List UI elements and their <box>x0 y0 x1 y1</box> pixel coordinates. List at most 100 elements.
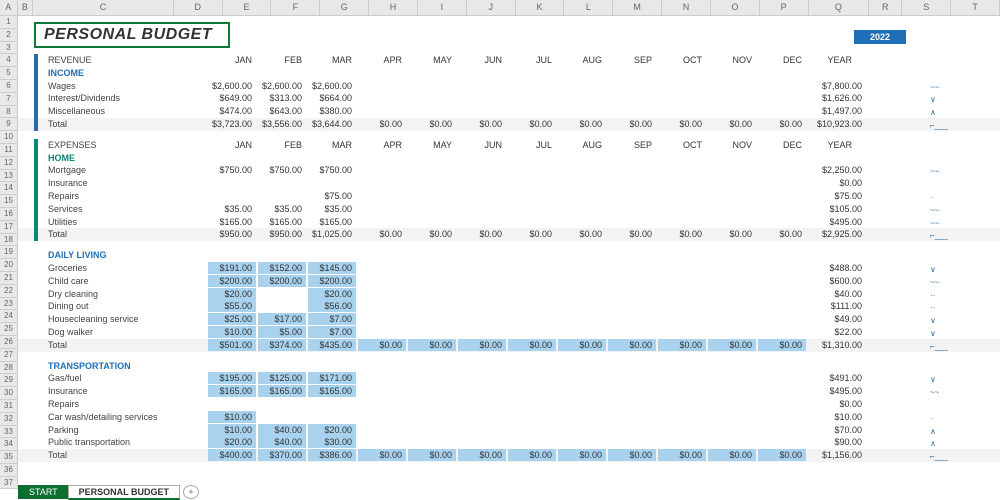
cell[interactable]: $200.00 <box>308 275 356 287</box>
row-label[interactable]: Housecleaning service <box>48 313 139 325</box>
cell[interactable]: $0.00 <box>358 228 406 240</box>
cell-year[interactable]: $2,250.00 <box>808 164 866 176</box>
cell[interactable]: $165.00 <box>258 385 306 397</box>
cell[interactable]: $2,600.00 <box>258 80 306 92</box>
add-sheet-button[interactable]: + <box>183 485 199 499</box>
cell[interactable]: $30.00 <box>308 436 356 448</box>
cell[interactable]: $200.00 <box>208 275 256 287</box>
row-header-31[interactable]: 31 <box>0 400 18 413</box>
cell-year[interactable]: $491.00 <box>808 372 866 384</box>
cell-year[interactable]: $495.00 <box>808 216 866 228</box>
cell-year[interactable]: $0.00 <box>808 398 866 410</box>
col-header-P[interactable]: P <box>760 0 809 15</box>
col-header-O[interactable]: O <box>711 0 760 15</box>
cell[interactable]: $3,723.00 <box>208 118 256 130</box>
cell-year[interactable]: $75.00 <box>808 190 866 202</box>
row-label[interactable]: Dog walker <box>48 326 93 338</box>
row-label[interactable]: Dining out <box>48 300 89 312</box>
cell[interactable]: $950.00 <box>208 228 256 240</box>
cell[interactable]: $20.00 <box>308 424 356 436</box>
row-label[interactable]: Interest/Dividends <box>48 92 120 104</box>
cell[interactable]: $0.00 <box>458 228 506 240</box>
row-label[interactable]: Utilities <box>48 216 77 228</box>
row-header-37[interactable]: 37 <box>0 477 18 490</box>
cell[interactable]: $474.00 <box>208 105 256 117</box>
cell[interactable]: $20.00 <box>308 288 356 300</box>
cell[interactable]: $165.00 <box>258 216 306 228</box>
cell[interactable]: $0.00 <box>608 228 656 240</box>
cell[interactable]: $0.00 <box>558 118 606 130</box>
cell[interactable]: $0.00 <box>758 339 806 351</box>
col-header-E[interactable]: E <box>223 0 272 15</box>
row-header-10[interactable]: 10 <box>0 131 18 144</box>
row-header-21[interactable]: 21 <box>0 272 18 285</box>
row-label[interactable]: Car wash/detailing services <box>48 411 158 423</box>
cell[interactable]: $0.00 <box>558 228 606 240</box>
cell[interactable]: $0.00 <box>708 339 756 351</box>
row-header-19[interactable]: 19 <box>0 246 18 259</box>
row-label[interactable]: Services <box>48 203 83 215</box>
cell-year[interactable]: $111.00 <box>808 300 866 312</box>
col-header-T[interactable]: T <box>951 0 1000 15</box>
cell-year[interactable]: $600.00 <box>808 275 866 287</box>
cell[interactable]: $55.00 <box>208 300 256 312</box>
cell[interactable]: $5.00 <box>258 326 306 338</box>
cell[interactable]: $0.00 <box>458 449 506 461</box>
cell[interactable]: $35.00 <box>208 203 256 215</box>
cell[interactable]: $3,556.00 <box>258 118 306 130</box>
col-header-B[interactable]: B <box>18 0 34 15</box>
cell[interactable]: $501.00 <box>208 339 256 351</box>
row-header-35[interactable]: 35 <box>0 451 18 464</box>
row-label[interactable]: Total <box>48 118 67 130</box>
row-header-1[interactable]: 1 <box>0 16 18 29</box>
col-header-S[interactable]: S <box>902 0 951 15</box>
row-label[interactable]: Total <box>48 339 67 351</box>
cell[interactable]: $0.00 <box>408 118 456 130</box>
row-label[interactable]: Total <box>48 449 67 461</box>
cell[interactable]: $0.00 <box>658 118 706 130</box>
cell[interactable]: $386.00 <box>308 449 356 461</box>
cell-year[interactable]: $90.00 <box>808 436 866 448</box>
col-header-G[interactable]: G <box>320 0 369 15</box>
cell[interactable]: $374.00 <box>258 339 306 351</box>
cell[interactable]: $0.00 <box>758 449 806 461</box>
col-header-Q[interactable]: Q <box>809 0 870 15</box>
row-label[interactable]: Insurance <box>48 177 88 189</box>
col-header-N[interactable]: N <box>662 0 711 15</box>
cell[interactable]: $171.00 <box>308 372 356 384</box>
cell[interactable]: $370.00 <box>258 449 306 461</box>
cell[interactable]: $0.00 <box>708 118 756 130</box>
cell[interactable]: $191.00 <box>208 262 256 274</box>
cell[interactable]: $0.00 <box>508 228 556 240</box>
col-header-J[interactable]: J <box>467 0 516 15</box>
cell-year[interactable]: $10.00 <box>808 411 866 423</box>
row-header-23[interactable]: 23 <box>0 298 18 311</box>
cell[interactable]: $0.00 <box>508 449 556 461</box>
cell[interactable]: $35.00 <box>308 203 356 215</box>
cell[interactable]: $7.00 <box>308 313 356 325</box>
tab-personal-budget[interactable]: PERSONAL BUDGET <box>68 485 180 500</box>
cell[interactable]: $0.00 <box>658 339 706 351</box>
col-header-M[interactable]: M <box>613 0 662 15</box>
row-header-22[interactable]: 22 <box>0 285 18 298</box>
cell[interactable]: $0.00 <box>658 449 706 461</box>
cell[interactable]: $0.00 <box>708 449 756 461</box>
row-header-34[interactable]: 34 <box>0 438 18 451</box>
cell[interactable]: $2,600.00 <box>208 80 256 92</box>
cell-year[interactable]: $22.00 <box>808 326 866 338</box>
cell[interactable]: $435.00 <box>308 339 356 351</box>
cell[interactable]: $200.00 <box>258 275 306 287</box>
cell[interactable]: $400.00 <box>208 449 256 461</box>
row-header-4[interactable]: 4 <box>0 54 18 67</box>
cell[interactable]: $0.00 <box>358 118 406 130</box>
cell[interactable]: $40.00 <box>258 436 306 448</box>
row-header-8[interactable]: 8 <box>0 106 18 119</box>
cell[interactable]: $0.00 <box>658 228 706 240</box>
row-label[interactable]: Groceries <box>48 262 87 274</box>
row-header-24[interactable]: 24 <box>0 310 18 323</box>
worksheet-area[interactable]: PERSONAL BUDGET 2022 REVENUEJANFEBMARAPR… <box>18 16 1000 484</box>
cell-year[interactable]: $40.00 <box>808 288 866 300</box>
cell[interactable]: $75.00 <box>308 190 356 202</box>
cell[interactable]: $0.00 <box>708 228 756 240</box>
cell[interactable]: $0.00 <box>458 339 506 351</box>
